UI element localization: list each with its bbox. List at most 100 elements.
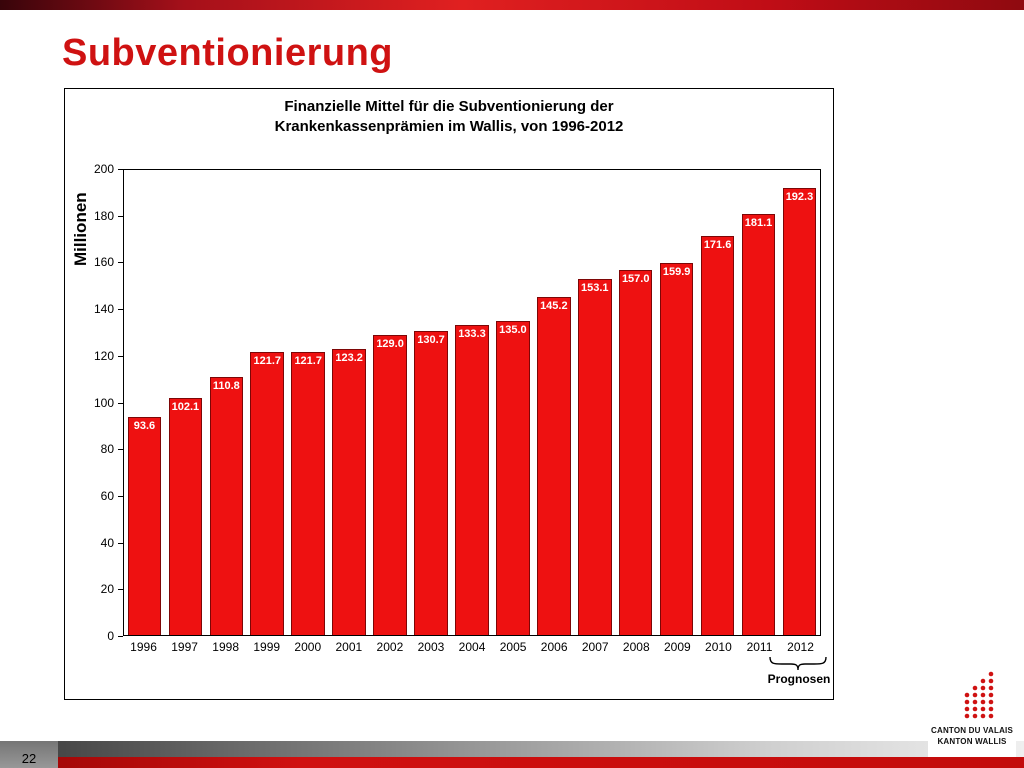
plot-area: 93.6 102.1 110.8 121.7 121.7 123.2 129.0 130.7 1… bbox=[123, 169, 821, 636]
y-tick-label: 60 bbox=[100, 488, 114, 503]
y-tick-mark bbox=[118, 169, 123, 170]
bar-slot: 133.3 bbox=[452, 170, 493, 635]
x-tick-label: 2008 bbox=[622, 640, 650, 654]
y-tick-mark bbox=[118, 215, 123, 217]
logo-text-line1: CANTON DU VALAIS bbox=[930, 726, 1014, 736]
x-tick-label: 1996 bbox=[130, 640, 157, 654]
bar-slot: 159.9 bbox=[656, 170, 697, 635]
y-tick-mark bbox=[118, 355, 123, 357]
bar: 171.6 bbox=[700, 236, 735, 635]
bar-slot: 192.3 bbox=[779, 170, 820, 635]
footer-gray-bar bbox=[0, 741, 1024, 759]
page-number-box: 22 bbox=[0, 741, 58, 768]
y-tick-label: 100 bbox=[93, 395, 114, 410]
bar-slot: 157.0 bbox=[615, 170, 656, 635]
bar: 102.1 bbox=[168, 397, 203, 635]
y-tick-mark bbox=[118, 262, 123, 264]
bar-value-label: 123.2 bbox=[335, 351, 363, 364]
y-tick-label: 40 bbox=[100, 535, 114, 550]
bar-value-label: 121.7 bbox=[253, 355, 282, 368]
bar: 159.9 bbox=[659, 263, 694, 635]
y-tick-mark bbox=[118, 449, 123, 451]
x-tick-label: 2002 bbox=[376, 640, 404, 654]
x-tick-label: 2004 bbox=[458, 640, 486, 654]
y-tick-mark bbox=[118, 309, 123, 311]
bar-value-label: 110.8 bbox=[212, 380, 240, 393]
bar: 145.2 bbox=[537, 297, 571, 635]
page-number: 22 bbox=[21, 751, 37, 766]
bar-slot: 181.1 bbox=[738, 170, 779, 635]
valais-dots-icon bbox=[964, 671, 994, 719]
y-tick-label: 0 bbox=[107, 629, 114, 643]
bar-slot: 93.6 bbox=[124, 170, 165, 635]
bars-container: 93.6 102.1 110.8 121.7 121.7 123.2 129.0 130.7 1… bbox=[124, 170, 820, 635]
x-tick-label: 2011 bbox=[746, 640, 773, 654]
chart-title: Finanzielle Mittel für die Subventionier… bbox=[65, 97, 833, 138]
bar-value-label: 157.0 bbox=[621, 272, 650, 285]
bar-slot: 145.2 bbox=[533, 170, 574, 635]
bar: 123.2 bbox=[332, 348, 366, 635]
x-tick-label: 1998 bbox=[212, 640, 239, 654]
bar-slot: 171.6 bbox=[697, 170, 738, 635]
bar: 135.0 bbox=[496, 321, 530, 635]
bar-value-label: 135.0 bbox=[499, 324, 527, 337]
bar-slot: 135.0 bbox=[492, 170, 533, 635]
bar: 133.3 bbox=[455, 325, 489, 635]
x-tick-label: 2003 bbox=[417, 640, 445, 654]
prognosen-label: Prognosen bbox=[767, 672, 831, 686]
x-tick-label: 2001 bbox=[335, 640, 363, 654]
bar: 110.8 bbox=[209, 377, 244, 635]
bar-slot: 121.7 bbox=[247, 170, 288, 635]
bar: 130.7 bbox=[414, 331, 448, 635]
chart-title-line1: Finanzielle Mittel für die Subventionier… bbox=[284, 98, 614, 115]
y-tick-label: 200 bbox=[93, 162, 114, 176]
chart: Finanzielle Mittel für die Subventionier… bbox=[64, 88, 834, 700]
x-tick-label: 2012 bbox=[787, 640, 814, 654]
bar-slot: 102.1 bbox=[165, 170, 206, 635]
x-tick-label: 2007 bbox=[581, 640, 609, 654]
bar: 157.0 bbox=[618, 269, 653, 635]
bar-value-label: 171.6 bbox=[703, 239, 732, 252]
bar-value-label: 130.7 bbox=[417, 334, 445, 347]
x-tick-label: 2005 bbox=[499, 640, 527, 654]
y-tick-label: 160 bbox=[93, 255, 114, 270]
bar: 181.1 bbox=[741, 213, 776, 635]
bar-value-label: 121.7 bbox=[294, 355, 322, 368]
bar-slot: 123.2 bbox=[329, 170, 370, 635]
bar-slot: 110.8 bbox=[206, 170, 247, 635]
x-axis-labels: 1996 1997 1998 1999 2000 2001 2002 2003 2004 2005… bbox=[123, 640, 821, 654]
bar-value-label: 192.3 bbox=[785, 190, 814, 203]
y-tick-mark bbox=[118, 636, 123, 637]
bar: 129.0 bbox=[373, 335, 407, 635]
footer-red-bar bbox=[58, 757, 1024, 768]
x-tick-label: 2006 bbox=[540, 640, 568, 654]
bar-value-label: 133.3 bbox=[458, 328, 486, 341]
bar-value-label: 181.1 bbox=[744, 216, 773, 229]
bar-slot: 130.7 bbox=[411, 170, 452, 635]
y-tick-label: 120 bbox=[93, 348, 114, 363]
bar-value-label: 153.1 bbox=[581, 282, 609, 295]
prognosen-brace bbox=[769, 656, 827, 671]
y-tick-label: 140 bbox=[93, 302, 114, 317]
bar: 93.6 bbox=[127, 417, 162, 635]
bar: 153.1 bbox=[577, 279, 612, 635]
bar: 121.7 bbox=[291, 352, 325, 635]
bar-value-label: 93.6 bbox=[133, 420, 156, 433]
x-tick-label: 1999 bbox=[253, 640, 281, 654]
x-tick-label: 2009 bbox=[663, 640, 691, 654]
top-accent-bar bbox=[0, 0, 1024, 10]
y-tick-mark bbox=[118, 542, 123, 544]
x-tick-label: 2010 bbox=[705, 640, 732, 654]
bar: 121.7 bbox=[250, 352, 285, 635]
y-tick-label: 180 bbox=[93, 208, 114, 223]
chart-title-line2: Krankenkassenprämien im Wallis, von 1996… bbox=[274, 118, 624, 136]
y-tick-mark bbox=[118, 402, 123, 404]
y-axis: 0 20 40 60 80 100 120 140 160 180 200 bbox=[65, 162, 123, 643]
y-tick-mark bbox=[118, 589, 123, 591]
bar-value-label: 145.2 bbox=[540, 300, 568, 313]
bar-value-label: 129.0 bbox=[376, 338, 404, 351]
logo-text-line2: KANTON WALLIS bbox=[937, 736, 1007, 746]
y-tick-label: 20 bbox=[100, 582, 114, 597]
bar-value-label: 159.9 bbox=[662, 266, 691, 279]
